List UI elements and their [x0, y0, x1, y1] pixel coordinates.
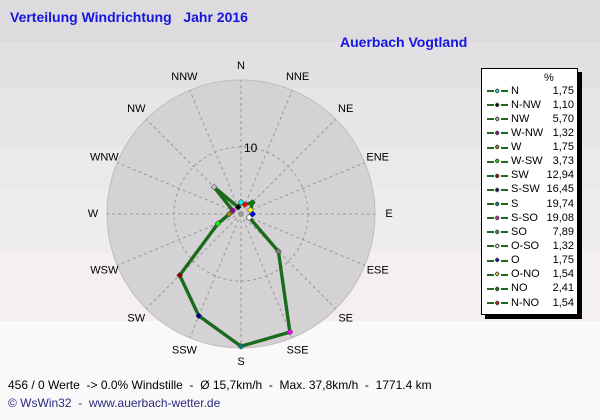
svg-text:SE: SE: [338, 313, 353, 325]
svg-text:NE: NE: [338, 103, 353, 115]
svg-text:SW: SW: [127, 313, 145, 325]
svg-text:WSW: WSW: [90, 265, 119, 277]
svg-text:WNW: WNW: [90, 151, 119, 163]
svg-text:S: S: [237, 356, 244, 368]
svg-text:ENE: ENE: [366, 151, 389, 163]
svg-text:SSW: SSW: [172, 345, 198, 357]
svg-text:SSE: SSE: [287, 345, 309, 357]
svg-text:NNE: NNE: [286, 71, 309, 83]
svg-text:10: 10: [244, 141, 258, 155]
svg-text:NW: NW: [127, 103, 146, 115]
svg-text:W: W: [88, 208, 99, 220]
svg-text:N: N: [237, 60, 245, 72]
svg-text:ESE: ESE: [367, 265, 389, 277]
svg-text:NNW: NNW: [171, 71, 198, 83]
svg-text:E: E: [385, 208, 392, 220]
